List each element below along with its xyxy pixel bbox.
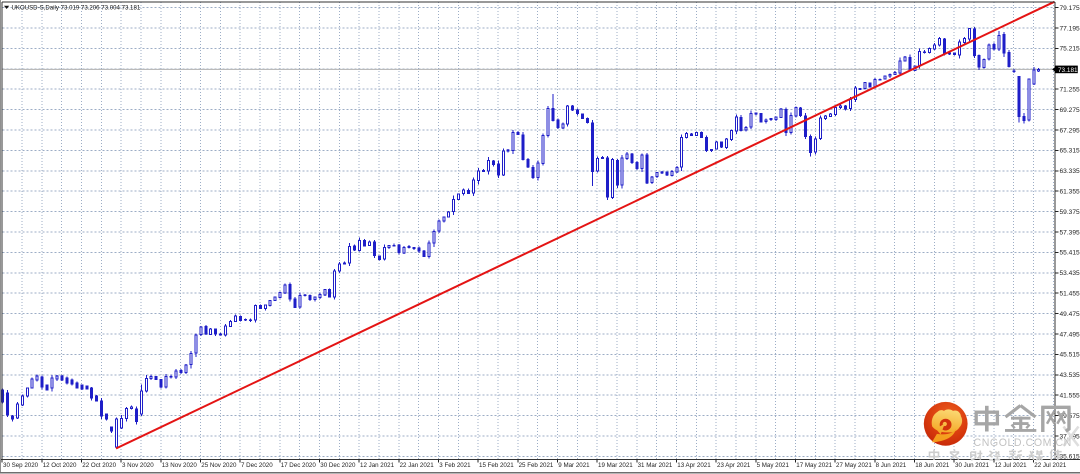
svg-text:UKOUSD-S,Daily 73.019 73.206 7: UKOUSD-S,Daily 73.019 73.206 73.004 73.1…: [12, 4, 141, 11]
svg-text:63.335: 63.335: [1060, 168, 1080, 175]
svg-text:9 Mar 2021: 9 Mar 2021: [558, 462, 590, 469]
svg-text:67.295: 67.295: [1060, 127, 1080, 134]
svg-text:30 Sep 2020: 30 Sep 2020: [3, 462, 39, 469]
svg-text:CNGOLD.COM.CN: CNGOLD.COM.CN: [974, 437, 1072, 449]
svg-text:30 Jun 2021: 30 Jun 2021: [955, 462, 990, 469]
svg-text:13 Nov 2020: 13 Nov 2020: [162, 462, 198, 469]
svg-text:18 Jun 2021: 18 Jun 2021: [915, 462, 950, 469]
svg-text:31 Mar 2021: 31 Mar 2021: [638, 462, 673, 469]
svg-text:55.415: 55.415: [1060, 250, 1080, 257]
svg-text:30 Dec 2020: 30 Dec 2020: [320, 462, 356, 469]
svg-text:71.255: 71.255: [1060, 87, 1080, 94]
svg-text:57.395: 57.395: [1060, 229, 1080, 236]
svg-text:69.275: 69.275: [1060, 107, 1080, 114]
svg-text:65.315: 65.315: [1060, 148, 1080, 155]
svg-text:12 Jul 2021: 12 Jul 2021: [995, 462, 1028, 469]
svg-text:3 Nov 2020: 3 Nov 2020: [122, 462, 154, 469]
svg-text:43.535: 43.535: [1060, 372, 1080, 379]
svg-text:17 Dec 2020: 17 Dec 2020: [281, 462, 317, 469]
svg-text:12 Oct 2020: 12 Oct 2020: [43, 462, 77, 469]
svg-text:79.175: 79.175: [1060, 5, 1080, 12]
svg-text:12 Jan 2021: 12 Jan 2021: [360, 462, 395, 469]
svg-text:19 Mar 2021: 19 Mar 2021: [598, 462, 633, 469]
svg-text:13 Apr 2021: 13 Apr 2021: [677, 462, 711, 469]
svg-text:3 Feb 2021: 3 Feb 2021: [439, 462, 471, 469]
svg-text:59.375: 59.375: [1060, 209, 1080, 216]
svg-text:27 May 2021: 27 May 2021: [836, 462, 872, 469]
svg-text:45.515: 45.515: [1060, 352, 1080, 359]
svg-text:8 Jun 2021: 8 Jun 2021: [876, 462, 907, 469]
svg-text:75.215: 75.215: [1060, 46, 1080, 53]
svg-text:15 Feb 2021: 15 Feb 2021: [479, 462, 514, 469]
svg-text:22 Oct 2020: 22 Oct 2020: [82, 462, 116, 469]
svg-text:35.615: 35.615: [1060, 454, 1080, 461]
svg-text:51.455: 51.455: [1060, 291, 1080, 298]
svg-text:61.355: 61.355: [1060, 189, 1080, 196]
svg-text:5 May 2021: 5 May 2021: [757, 462, 790, 469]
svg-text:41.555: 41.555: [1060, 393, 1080, 400]
svg-text:22 Jan 2021: 22 Jan 2021: [400, 462, 435, 469]
svg-text:17 May 2021: 17 May 2021: [796, 462, 832, 469]
svg-text:47.495: 47.495: [1060, 331, 1080, 338]
svg-text:22 Jul 2021: 22 Jul 2021: [1034, 462, 1067, 469]
svg-text:23 Apr 2021: 23 Apr 2021: [717, 462, 751, 469]
svg-text:73.181: 73.181: [1058, 67, 1078, 74]
svg-text:49.475: 49.475: [1060, 311, 1080, 318]
svg-text:77.195: 77.195: [1060, 25, 1080, 32]
svg-text:25 Feb 2021: 25 Feb 2021: [519, 462, 554, 469]
svg-text:53.435: 53.435: [1060, 270, 1080, 277]
svg-text:7 Dec 2020: 7 Dec 2020: [241, 462, 273, 469]
svg-text:25 Nov 2020: 25 Nov 2020: [201, 462, 237, 469]
